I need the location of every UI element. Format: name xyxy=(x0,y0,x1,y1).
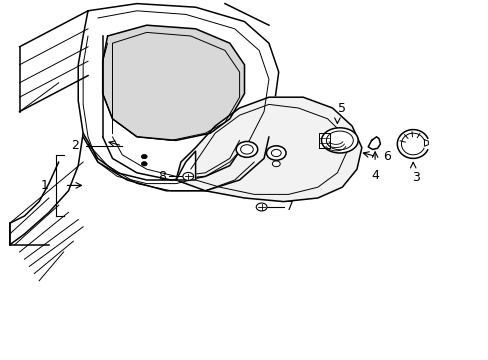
Polygon shape xyxy=(176,97,361,202)
Polygon shape xyxy=(319,133,329,148)
Polygon shape xyxy=(367,137,380,149)
Text: 7: 7 xyxy=(285,201,293,213)
Text: 1: 1 xyxy=(41,179,49,192)
Polygon shape xyxy=(424,140,427,146)
Text: 3: 3 xyxy=(411,171,419,184)
Text: 4: 4 xyxy=(370,169,378,182)
Text: 2: 2 xyxy=(71,139,79,152)
Polygon shape xyxy=(102,25,244,140)
Circle shape xyxy=(256,203,266,211)
Polygon shape xyxy=(176,151,195,180)
Text: 5: 5 xyxy=(338,102,346,115)
Text: 8: 8 xyxy=(158,170,166,183)
Circle shape xyxy=(266,146,285,160)
Circle shape xyxy=(141,154,147,159)
Text: 6: 6 xyxy=(382,150,390,163)
Circle shape xyxy=(236,141,257,157)
Circle shape xyxy=(141,162,147,166)
Ellipse shape xyxy=(321,128,357,153)
Circle shape xyxy=(272,161,280,167)
Polygon shape xyxy=(78,4,278,180)
Circle shape xyxy=(183,172,193,180)
